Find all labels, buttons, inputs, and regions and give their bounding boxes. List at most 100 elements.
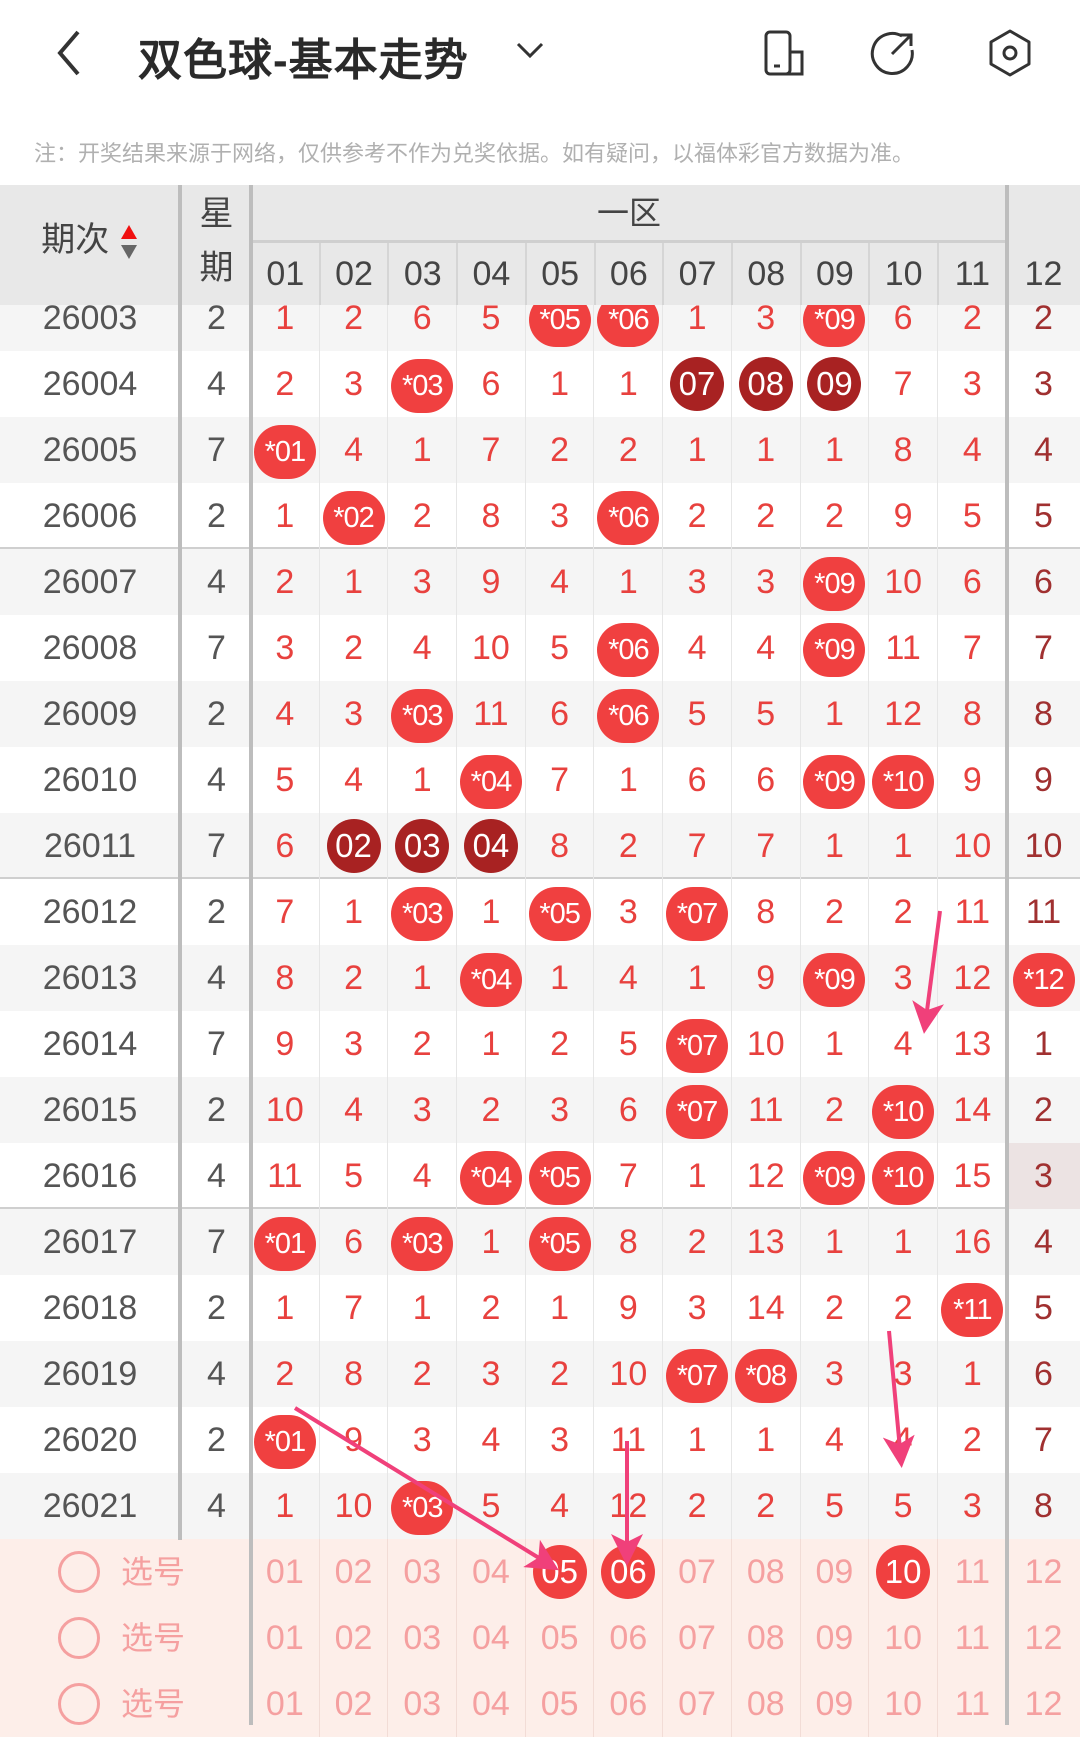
number-cell: 2	[457, 1077, 526, 1143]
pick-number[interactable]: 03	[388, 1671, 458, 1737]
pick-number[interactable]: 04	[457, 1671, 526, 1737]
number-cell: *06	[595, 681, 664, 747]
number-cell: 07	[663, 351, 732, 417]
pick-label[interactable]: 选号	[120, 1686, 185, 1722]
pick-radio[interactable]	[58, 1683, 100, 1725]
pick-number[interactable]: 08	[732, 1539, 801, 1605]
pick-number[interactable]: 03	[388, 1539, 458, 1605]
number-cell: 4	[320, 417, 389, 483]
pick-number[interactable]: 08	[732, 1605, 801, 1671]
pick-number[interactable]: 04	[457, 1605, 526, 1671]
issue-header[interactable]: 期次	[0, 205, 180, 275]
pick-number[interactable]: 05	[526, 1605, 595, 1671]
number-cell: 09	[801, 351, 870, 417]
number-cell: 1	[388, 1275, 458, 1341]
selected-ball[interactable]: 06	[601, 1545, 656, 1599]
pick-number[interactable]: 02	[320, 1671, 389, 1737]
pick-number[interactable]: 07	[663, 1671, 732, 1737]
chevron-down-icon[interactable]	[515, 38, 545, 62]
share-icon[interactable]	[868, 28, 918, 78]
header-divider	[251, 240, 1007, 243]
number-cell: 9	[732, 945, 801, 1011]
sort-icon[interactable]	[119, 223, 139, 261]
pick-number[interactable]: 11	[954, 1553, 990, 1591]
number-cell: 5	[251, 747, 320, 813]
pick-number[interactable]: 08	[732, 1671, 801, 1737]
pick-number[interactable]: 09	[801, 1671, 870, 1737]
drawn-ball-consecutive: 09	[807, 357, 862, 411]
number-cell: 7	[1034, 1421, 1053, 1459]
pick-number[interactable]: 01	[251, 1539, 320, 1605]
number-cell: 3	[388, 549, 458, 615]
number-cell: 15	[953, 1157, 992, 1195]
drawn-ball: *09	[803, 1151, 866, 1205]
table-row: 26013 4 8 2 1 *04 1 4 1 9 *09 3 12 *12	[0, 945, 1080, 1011]
number-cell: *03	[388, 1473, 458, 1539]
weekday-cell: 2	[207, 893, 226, 931]
number-cell: 1	[457, 1209, 526, 1275]
drawn-ball-consecutive: 08	[738, 357, 793, 411]
column-separator	[249, 185, 253, 305]
number-cell: *03	[388, 681, 458, 747]
column-header-01: 01	[266, 255, 305, 293]
issue-cell: 26007	[42, 563, 138, 601]
number-cell: 5	[732, 681, 801, 747]
number-cell: 11	[457, 681, 526, 747]
drawn-ball: *11	[941, 1283, 1004, 1337]
pick-number[interactable]: 05	[526, 1539, 595, 1605]
phone-icon[interactable]	[760, 28, 810, 78]
pick-number[interactable]: 06	[595, 1605, 664, 1671]
pick-number[interactable]: 02	[320, 1605, 389, 1671]
pick-number[interactable]: 05	[526, 1671, 595, 1737]
pick-number[interactable]: 09	[801, 1539, 870, 1605]
pick-number[interactable]: 06	[595, 1671, 664, 1737]
pick-number[interactable]: 12	[1024, 1685, 1063, 1723]
pick-row: 选号 01 02 03 04 05 06 07 08 09 10 11 12	[0, 1539, 1080, 1605]
pick-number[interactable]: 11	[954, 1619, 990, 1657]
number-cell: *08	[732, 1341, 801, 1407]
pick-row: 选号 01 02 03 04 05 06 07 08 09 10 11 12	[0, 1605, 1080, 1671]
drawn-ball: *07	[666, 1349, 729, 1403]
weekday-cell: 7	[207, 1025, 226, 1063]
number-cell: 1	[663, 1143, 732, 1209]
pick-number[interactable]: 07	[663, 1539, 732, 1605]
drawn-ball: *04	[459, 755, 522, 809]
weekday-cell: 4	[207, 1157, 226, 1195]
number-cell: *01	[251, 417, 320, 483]
settings-icon[interactable]	[985, 28, 1035, 78]
pick-number[interactable]: 10	[869, 1671, 938, 1737]
number-cell: *07	[663, 1077, 732, 1143]
pick-number[interactable]: 11	[954, 1685, 990, 1723]
pick-label[interactable]: 选号	[120, 1554, 185, 1590]
pick-number[interactable]: 12	[1024, 1619, 1063, 1657]
page-title[interactable]: 双色球-基本走势	[138, 36, 469, 85]
pick-radio[interactable]	[58, 1617, 100, 1659]
pick-number[interactable]: 01	[251, 1605, 320, 1671]
pick-number[interactable]: 12	[1024, 1553, 1063, 1591]
number-cell: 6	[320, 1209, 389, 1275]
pick-number[interactable]: 10	[869, 1539, 938, 1605]
pick-number[interactable]: 02	[320, 1539, 389, 1605]
pick-radio[interactable]	[58, 1551, 100, 1593]
table-row: 26010 4 5 4 1 *04 7 1 6 6 *09 *10 9 9	[0, 747, 1080, 813]
pick-number[interactable]: 10	[869, 1605, 938, 1671]
weekday-cell: 2	[207, 299, 226, 337]
table-row: 26008 7 3 2 4 10 5 *06 4 4 *09 11 7 7	[0, 615, 1080, 681]
number-cell: 2	[595, 417, 664, 483]
drawn-ball: *09	[803, 293, 866, 347]
drawn-ball: *09	[803, 623, 866, 677]
pick-number[interactable]: 04	[457, 1539, 526, 1605]
pick-number[interactable]: 03	[388, 1605, 458, 1671]
selected-ball[interactable]: 10	[876, 1545, 931, 1599]
pick-number[interactable]: 06	[595, 1539, 664, 1605]
pick-number[interactable]: 09	[801, 1605, 870, 1671]
drawn-ball: *01	[253, 425, 316, 479]
number-cell: 1	[801, 1011, 870, 1077]
pick-number[interactable]: 01	[251, 1671, 320, 1737]
back-icon[interactable]	[50, 28, 90, 78]
number-cell: 3	[869, 1341, 938, 1407]
pick-number[interactable]: 07	[663, 1605, 732, 1671]
pick-label[interactable]: 选号	[120, 1620, 185, 1656]
drawn-ball: *10	[872, 1151, 935, 1205]
selected-ball[interactable]: 05	[532, 1545, 587, 1599]
